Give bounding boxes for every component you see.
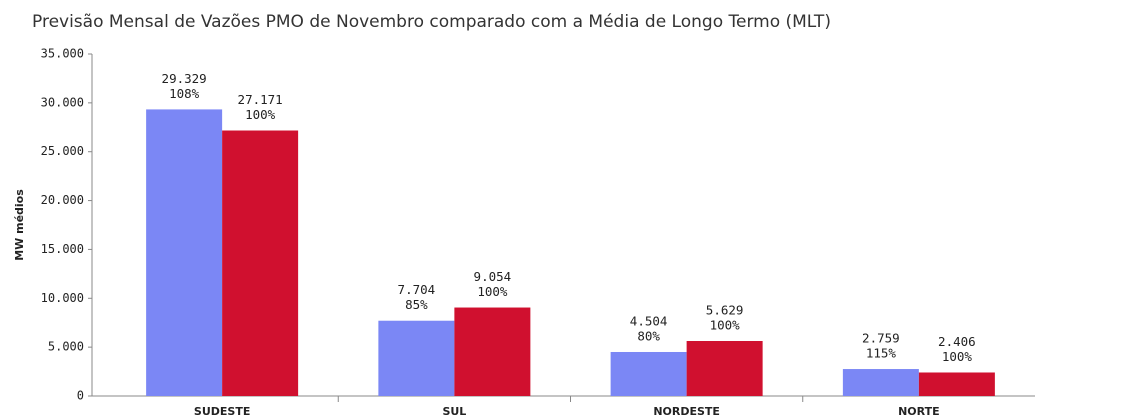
- y-axis-label: MW médios: [13, 189, 26, 261]
- share-label: 100%: [245, 107, 276, 122]
- share-label: 100%: [477, 284, 508, 299]
- share-label: 108%: [169, 86, 200, 101]
- bar: [146, 109, 223, 397]
- x-tick-label: SUL: [442, 405, 466, 418]
- bar: [842, 369, 919, 396]
- share-label: 100%: [942, 349, 973, 364]
- share-label: 80%: [637, 328, 660, 343]
- x-tick-label: SUDESTE: [194, 405, 250, 418]
- y-tick-label: 30.000: [41, 95, 84, 109]
- bar: [454, 307, 531, 396]
- bar: [918, 372, 995, 396]
- bar: [686, 340, 763, 396]
- bar: [222, 130, 299, 396]
- y-tick-label: 10.000: [41, 291, 84, 305]
- share-label: 115%: [866, 346, 897, 361]
- value-label: 9.054: [474, 269, 512, 284]
- share-label: 85%: [405, 297, 428, 312]
- bar: [378, 320, 455, 396]
- y-tick-label: 35.000: [41, 47, 84, 61]
- y-tick-label: 0: [77, 389, 84, 403]
- value-label: 27.171: [238, 92, 283, 107]
- y-tick-label: 25.000: [41, 144, 84, 158]
- value-label: 7.704: [398, 282, 436, 297]
- x-tick-label: NORTE: [898, 405, 940, 418]
- value-label: 2.406: [938, 334, 976, 349]
- y-tick-label: 15.000: [41, 242, 84, 256]
- share-label: 100%: [710, 317, 741, 332]
- value-label: 4.504: [630, 313, 668, 328]
- y-tick-label: 20.000: [41, 193, 84, 207]
- chart-title: Previsão Mensal de Vazões PMO de Novembr…: [32, 12, 831, 32]
- y-tick-label: 5.000: [48, 340, 84, 354]
- value-label: 2.759: [862, 331, 900, 346]
- bar: [610, 351, 687, 396]
- x-tick-label: NORDESTE: [653, 405, 720, 418]
- value-label: 29.329: [162, 71, 207, 86]
- value-label: 5.629: [706, 302, 744, 317]
